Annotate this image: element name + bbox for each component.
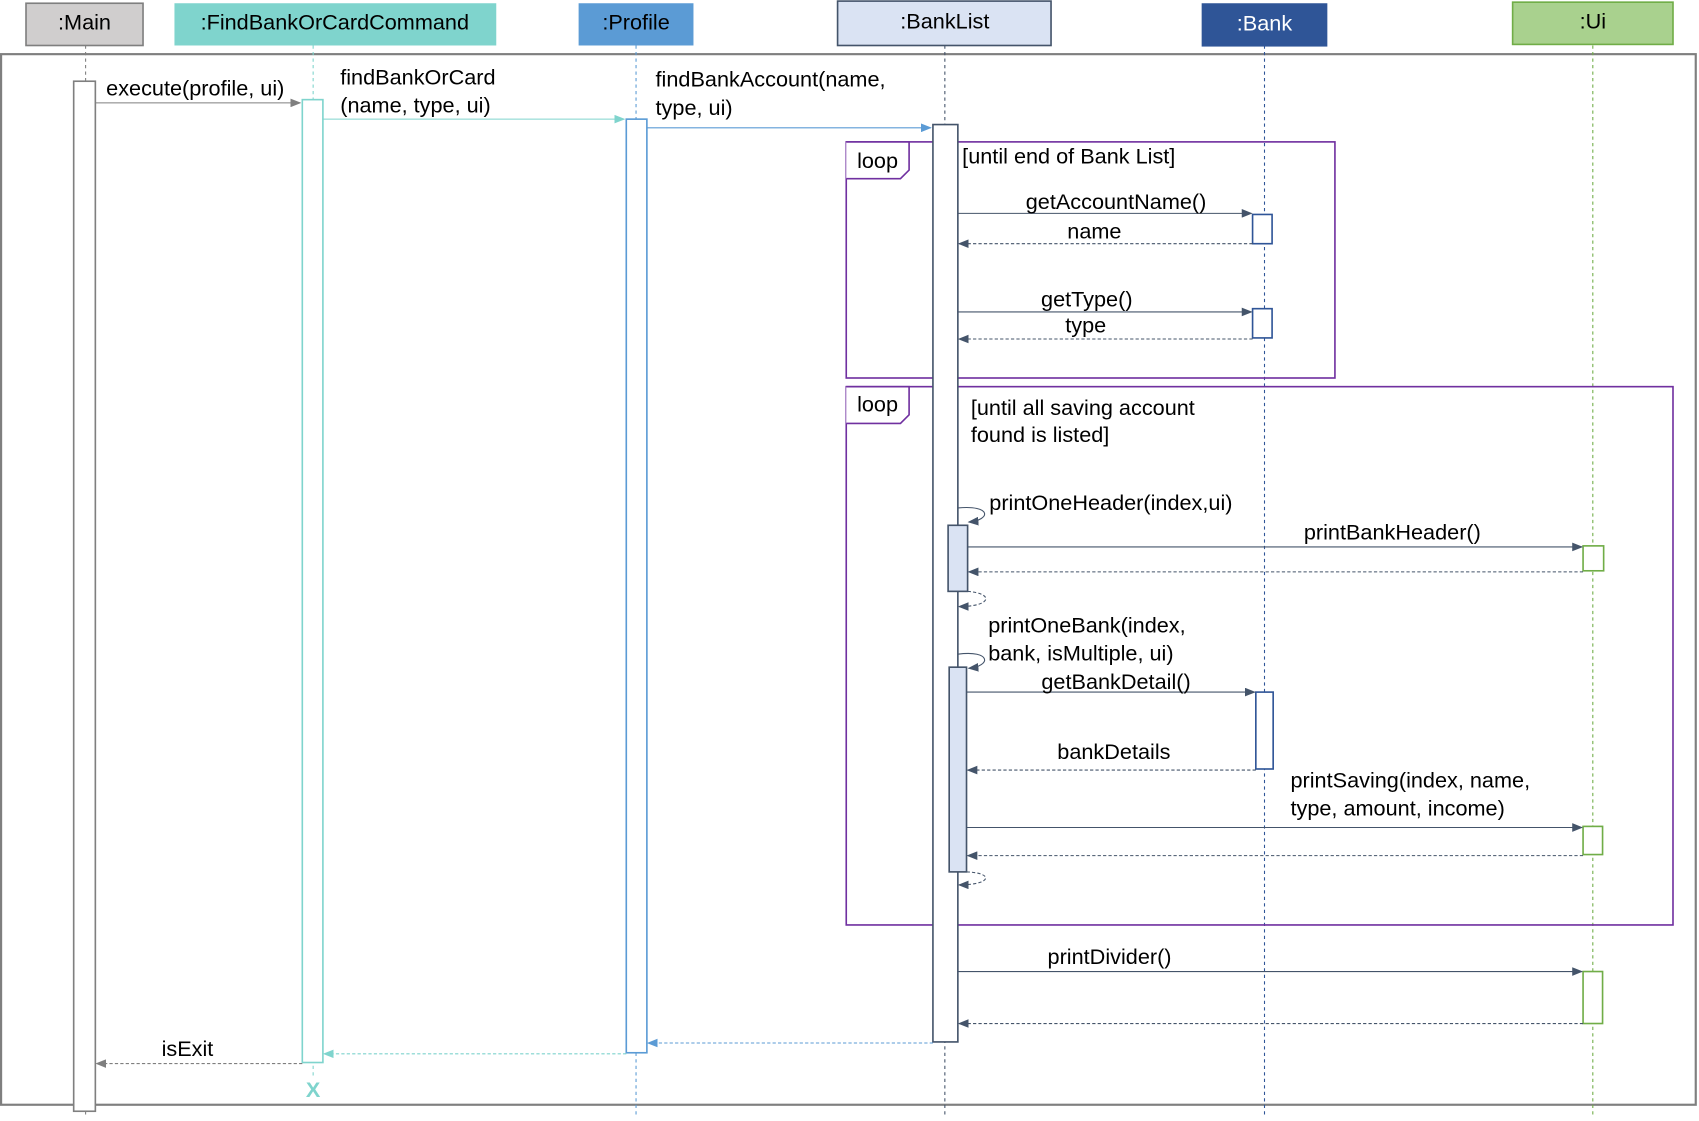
svg-text::Ui: :Ui — [1580, 8, 1606, 33]
messages — [95, 98, 1584, 1068]
svg-text:printOneHeader(index,ui): printOneHeader(index,ui) — [989, 490, 1232, 515]
svg-text:printBankHeader(): printBankHeader() — [1304, 519, 1481, 544]
svg-text:loop: loop — [857, 392, 898, 417]
svg-text::FindBankOrCardCommand: :FindBankOrCardCommand — [201, 10, 469, 35]
activation-findbankorcardcommand — [301, 98, 324, 1064]
svg-text:bank, isMultiple, ui): bank, isMultiple, ui) — [988, 641, 1173, 666]
svg-text:printOneBank(index,: printOneBank(index, — [988, 613, 1185, 638]
return-printoneheader — [957, 590, 987, 611]
self-message-printonebank — [957, 652, 986, 672]
destroy-marker: X — [306, 1077, 321, 1102]
activations — [72, 80, 1605, 1113]
activation-ui-3 — [1582, 970, 1604, 1025]
svg-text::BankList: :BankList — [900, 8, 989, 33]
loop-fragment-saving-accounts: loop [until all saving account found is … — [845, 385, 1674, 926]
svg-text:type, ui): type, ui) — [656, 95, 733, 120]
message-labels: execute(profile, ui) findBankOrCard (nam… — [106, 64, 1530, 1102]
participant-ui: :Ui — [1511, 1, 1674, 46]
participant-banklist: :BankList — [836, 0, 1052, 47]
loop-fragment-bank-list: loop [until end of Bank List] — [845, 141, 1336, 379]
participant-main: :Main — [25, 2, 144, 47]
svg-text:getType(): getType() — [1041, 287, 1133, 312]
activation-ui-2 — [1582, 825, 1604, 856]
svg-text:findBankOrCard: findBankOrCard — [340, 64, 495, 89]
svg-text:name: name — [1067, 218, 1121, 243]
svg-text::Main: :Main — [58, 10, 111, 35]
svg-text:loop: loop — [857, 148, 898, 173]
svg-text:[until all saving account: [until all saving account — [971, 395, 1195, 420]
activation-bank-1 — [1251, 213, 1273, 245]
svg-text:type, amount, income): type, amount, income) — [1291, 796, 1505, 821]
return-printonebank — [957, 871, 987, 890]
svg-text:bankDetails: bankDetails — [1057, 739, 1170, 764]
svg-text:printSaving(index, name,: printSaving(index, name, — [1291, 767, 1531, 792]
diagram-frame — [0, 53, 1697, 1106]
svg-text:[until end of Bank List]: [until end of Bank List] — [962, 144, 1175, 169]
svg-text::Profile: :Profile — [602, 10, 669, 35]
svg-text:getBankDetail(): getBankDetail() — [1041, 669, 1190, 694]
self-message-printoneheader — [957, 506, 986, 526]
activation-bank-3 — [1255, 691, 1274, 770]
activation-profile — [625, 118, 648, 1054]
activation-ui-1 — [1582, 545, 1605, 572]
svg-text:findBankAccount(name,: findBankAccount(name, — [656, 67, 886, 92]
svg-text:found is listed]: found is listed] — [971, 422, 1109, 447]
svg-text:execute(profile, ui): execute(profile, ui) — [106, 75, 284, 100]
svg-text:(name, type, ui): (name, type, ui) — [340, 93, 490, 118]
svg-text::Bank: :Bank — [1237, 11, 1293, 36]
svg-text:type: type — [1065, 313, 1106, 338]
activation-bank-2 — [1251, 307, 1273, 339]
activation-banklist-printonebank — [948, 666, 968, 873]
activation-main — [72, 80, 97, 1113]
participant-bank: :Bank — [1201, 3, 1328, 47]
participant-findbankorcardcommand: :FindBankOrCardCommand — [174, 3, 497, 46]
svg-text:getAccountName(): getAccountName() — [1026, 189, 1207, 214]
svg-text:printDivider(): printDivider() — [1048, 944, 1172, 969]
participant-profile: :Profile — [578, 3, 694, 46]
svg-text:isExit: isExit — [162, 1036, 214, 1061]
activation-banklist-printoneheader — [947, 524, 969, 593]
